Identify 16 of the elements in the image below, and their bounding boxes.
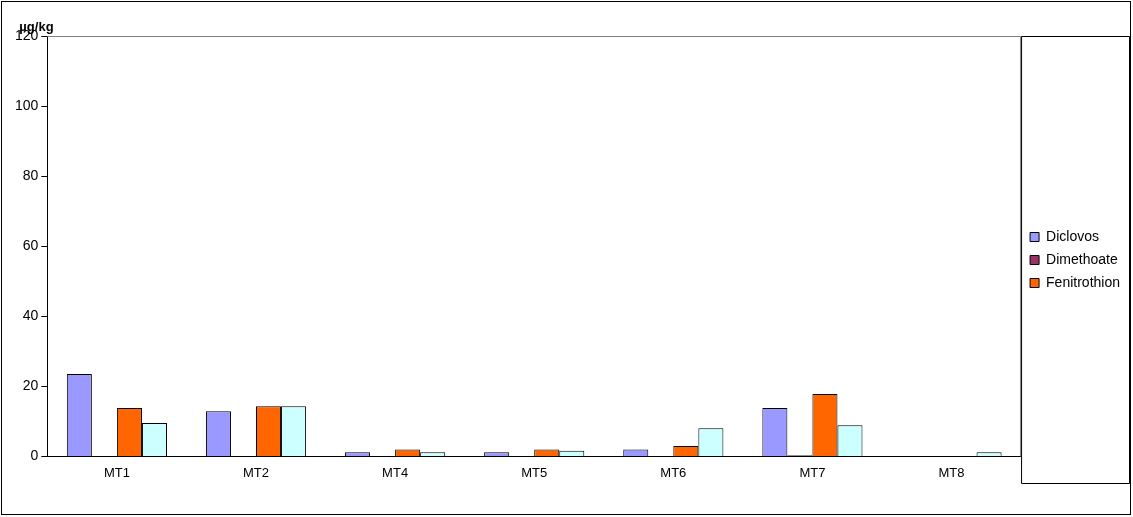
x-tick-label: MT5 [521,464,548,480]
x-tick-label: MT7 [799,464,826,480]
x-tick-label: MT6 [660,464,687,480]
y-tick-label: 80 [22,166,39,183]
legend-label: Dimethoate [1046,250,1118,267]
x-tick-label: MT8 [938,464,965,480]
legend-label: Diclovos [1046,227,1099,244]
legend-label: Fenitrothion [1046,273,1121,290]
x-tick-label: MT1 [103,464,130,480]
x-tick-label: MT2 [243,464,270,480]
y-tick-label: 40 [22,307,39,324]
y-tick-label: 100 [15,96,39,113]
y-tick-label: 0 [30,447,39,464]
y-tick-label: 20 [22,377,39,394]
x-tick-label: MT4 [382,464,409,480]
y-tick-label: 60 [22,237,39,254]
